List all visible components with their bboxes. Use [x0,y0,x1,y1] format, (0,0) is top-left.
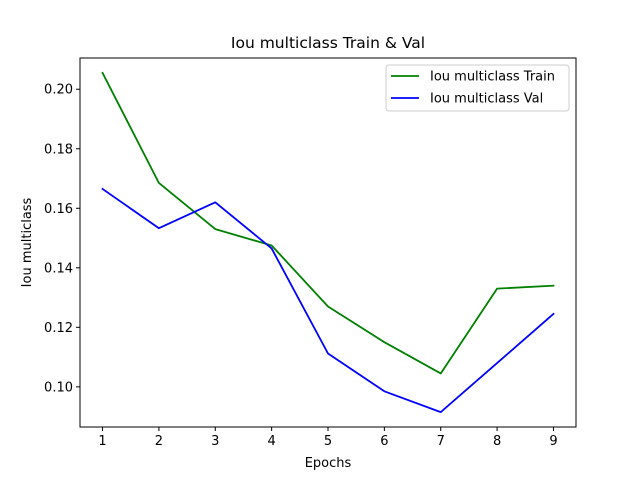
x-tick-label: 6 [380,434,388,449]
x-tick-label: 7 [437,434,445,449]
x-axis-label: Epochs [305,456,352,471]
y-tick-label: 0.16 [44,202,73,217]
x-tick-label: 4 [267,434,275,449]
y-axis-ticks: 0.10 0.12 0.14 0.16 0.18 0.20 [44,83,80,395]
y-tick-label: 0.20 [44,83,73,98]
series-lines [101,71,555,414]
chart-legend: Iou multiclass Train Iou multiclass Val [385,64,570,112]
legend-box [385,64,570,112]
series-line-train [101,71,555,375]
y-tick-label: 0.14 [44,261,73,276]
y-tick-label: 0.12 [44,321,73,336]
legend-label-train: Iou multiclass Train [430,70,555,85]
x-tick-label: 9 [549,434,557,449]
x-tick-label: 5 [324,434,332,449]
y-axis-label: Iou multiclass [20,197,35,287]
chart-title: Iou multiclass Train & Val [231,34,425,52]
series-line-val [101,187,555,414]
x-tick-label: 3 [211,434,219,449]
y-tick-label: 0.18 [44,142,73,157]
legend-label-val: Iou multiclass Val [430,92,543,107]
x-tick-label: 8 [493,434,501,449]
x-tick-label: 2 [155,434,163,449]
x-axis-ticks: 1 2 3 4 5 6 7 8 9 [98,427,558,449]
x-tick-label: 1 [98,434,106,449]
plot-area-frame [79,57,577,428]
y-tick-label: 0.10 [44,380,73,395]
